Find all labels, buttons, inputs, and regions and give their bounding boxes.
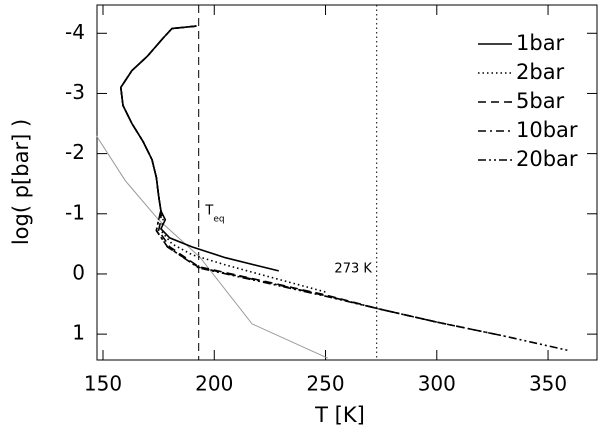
legend-label: 10bar — [516, 118, 578, 142]
data-line — [119, 25, 504, 337]
y-tick-label: -3 — [65, 80, 85, 104]
x-tick-label: 300 — [418, 372, 456, 396]
reference-curve — [95, 135, 329, 359]
legend-label: 20bar — [516, 147, 578, 171]
y-tick-label: -4 — [65, 20, 85, 44]
legend-label: 1bar — [516, 31, 565, 55]
plot-frame — [96, 4, 598, 361]
legend-label: 2bar — [516, 60, 565, 84]
x-tick-label: 350 — [529, 372, 567, 396]
x-tick-label: 250 — [306, 372, 344, 396]
y-axis-label: log( p[bar] ) — [9, 119, 33, 245]
legend-label: 5bar — [516, 89, 565, 113]
data-line — [119, 25, 437, 323]
y-tick-label: 0 — [72, 260, 85, 284]
y-tick-label: -1 — [65, 200, 85, 224]
annotation: T — [204, 203, 213, 218]
data-line — [119, 25, 569, 352]
annotation: 273 K — [334, 262, 372, 277]
annotation-subscript: eq — [213, 214, 224, 224]
y-tick-label: 1 — [72, 321, 85, 345]
data-line — [119, 25, 279, 272]
y-tick-label: -2 — [65, 140, 85, 164]
x-tick-label: 150 — [84, 372, 122, 396]
x-axis-label: T [K] — [314, 403, 365, 427]
x-tick-label: 200 — [195, 372, 233, 396]
